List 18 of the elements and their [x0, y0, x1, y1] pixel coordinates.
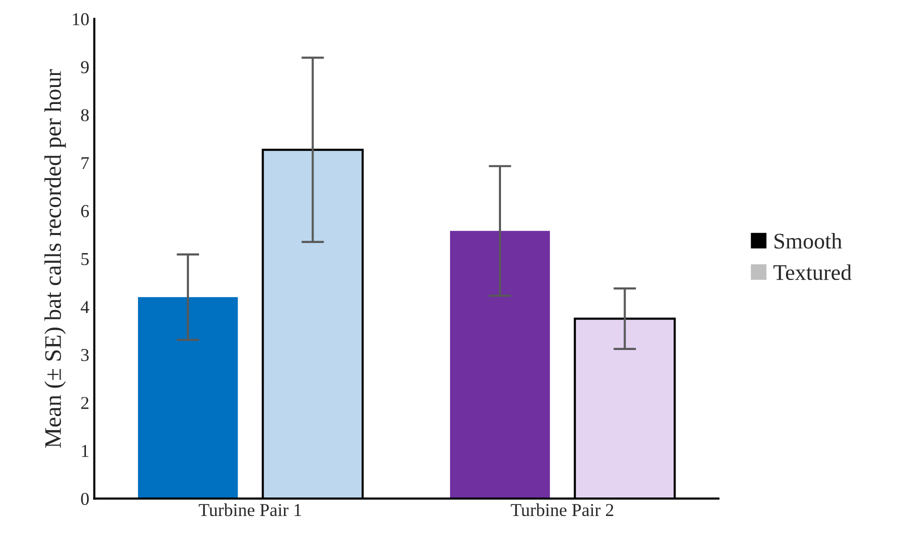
- y-tick-label: 4: [80, 301, 90, 313]
- y-tick-label: 5: [81, 253, 89, 266]
- text: Textured: [774, 264, 852, 280]
- bar: [450, 230, 550, 499]
- y-tick-label: 10: [72, 13, 89, 26]
- text: Smooth: [774, 233, 842, 249]
- y-tick-label: 0: [81, 492, 89, 506]
- y-axis-title: Mean (± SE) bat calls recorded per hour: [44, 69, 66, 448]
- y-tick-label: 8: [81, 109, 89, 122]
- y-tick-label: 6: [81, 205, 89, 218]
- y-tick-label: 9: [80, 61, 89, 74]
- y-tick-label: 7: [82, 157, 89, 170]
- bar: [138, 297, 238, 499]
- y-tick-label: 2: [81, 396, 88, 409]
- y-tick-label: 1: [82, 444, 88, 457]
- x-tick-label: Turbine Pair 1: [198, 503, 302, 516]
- y-tick-label: 3: [81, 348, 89, 362]
- x-tick-label: Turbine Pair 2: [510, 503, 614, 516]
